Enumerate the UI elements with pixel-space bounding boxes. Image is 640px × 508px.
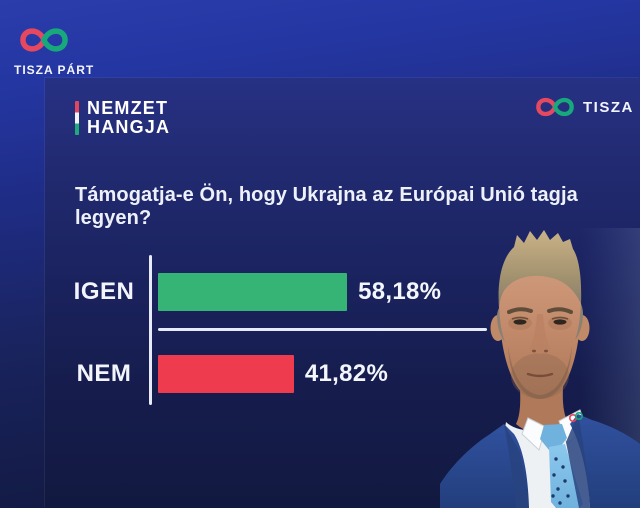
nemzet-hangja-logo: NEMZET HANGJA bbox=[75, 99, 170, 137]
hungarian-flag-bar-icon bbox=[75, 101, 79, 135]
collar bbox=[521, 417, 547, 451]
eye bbox=[513, 319, 527, 325]
speaker-portrait bbox=[440, 228, 640, 508]
lapel bbox=[504, 424, 529, 508]
brand-line1: NEMZET bbox=[87, 98, 169, 118]
eyebrow bbox=[507, 307, 533, 314]
bar-nem bbox=[158, 355, 294, 393]
category-label-nem: NEM bbox=[76, 360, 132, 387]
chart-axis-line bbox=[149, 255, 152, 405]
nose bbox=[529, 314, 551, 354]
tie-dots bbox=[551, 457, 570, 505]
eyebrow bbox=[547, 307, 573, 314]
poll-question: Támogatja-e Ön, hogy Ukrajna az Európai … bbox=[75, 184, 578, 229]
tisza-logo: TISZA bbox=[535, 94, 634, 120]
brand-wordmark: NEMZET HANGJA bbox=[87, 99, 170, 137]
hair bbox=[498, 230, 582, 308]
tisza-wordmark: TISZA bbox=[583, 98, 634, 116]
eye bbox=[553, 319, 567, 325]
row-separator-line bbox=[158, 328, 487, 331]
poll-bar-chart: IGEN 58,18% NEM 41,82% bbox=[45, 78, 640, 508]
value-label-nem: 41,82% bbox=[304, 360, 389, 387]
category-label-igen: IGEN bbox=[73, 278, 135, 305]
mouth bbox=[526, 372, 554, 378]
tie-knot bbox=[540, 424, 567, 450]
tie bbox=[549, 444, 583, 508]
tisza-pin-icon bbox=[569, 412, 584, 423]
tisza-part-watermark: TISZA PÁRT bbox=[12, 24, 102, 77]
lapel bbox=[566, 414, 590, 508]
bar-igen bbox=[158, 273, 348, 311]
bar-row-igen: 58,18% bbox=[158, 273, 640, 311]
suit-right bbox=[570, 414, 640, 508]
watermark-label: TISZA PÁRT bbox=[14, 63, 95, 77]
suit-left bbox=[440, 424, 529, 508]
value-label-igen: 58,18% bbox=[358, 278, 442, 305]
tisza-infinity-icon bbox=[536, 97, 574, 117]
tisza-infinity-icon bbox=[20, 28, 68, 52]
brand-line2: HANGJA bbox=[87, 117, 171, 137]
bar-row-nem: 41,82% bbox=[158, 355, 640, 393]
